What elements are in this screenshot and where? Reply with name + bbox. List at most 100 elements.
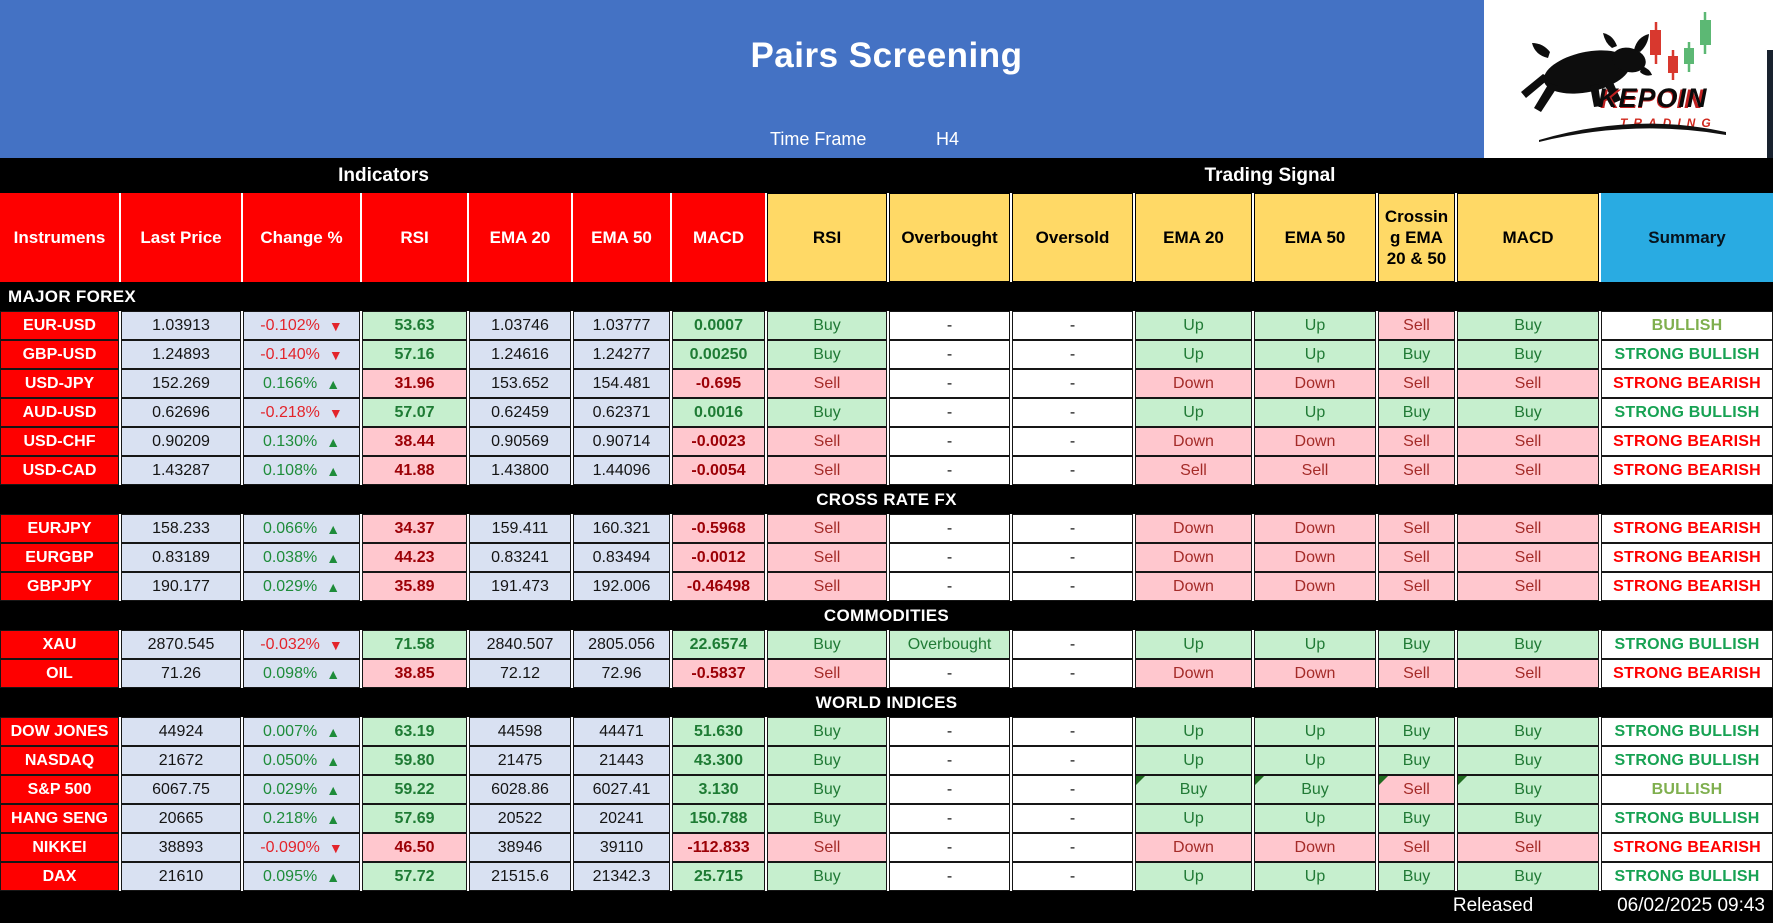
last-price-cell: 1.24893 <box>121 340 241 369</box>
signal-ema50: Up <box>1254 717 1376 746</box>
macd-value-cell: -0.5837 <box>672 659 765 688</box>
last-price-cell: 158.233 <box>121 514 241 543</box>
ema20-value-cell: 21475 <box>469 746 571 775</box>
signal-ema50: Down <box>1254 543 1376 572</box>
signal-overbought: - <box>889 456 1010 485</box>
signal-oversold: - <box>1012 833 1133 862</box>
ema50-value-cell: 21443 <box>573 746 670 775</box>
up-arrow-icon: ▲ <box>326 520 341 537</box>
window-edge-strip <box>1767 50 1773 158</box>
ema50-value-cell: 6027.41 <box>573 775 670 804</box>
column-header: Crossing EMA 20 & 50 <box>1378 193 1455 282</box>
ema50-value-cell: 192.006 <box>573 572 670 601</box>
ema20-value-cell: 1.43800 <box>469 456 571 485</box>
change-value: -0.218% <box>260 403 320 421</box>
signal-overbought: - <box>889 717 1010 746</box>
change-value: -0.090% <box>260 838 320 856</box>
ema50-value-cell: 44471 <box>573 717 670 746</box>
signal-crossing-ema: Buy <box>1378 804 1455 833</box>
change-cell: 0.108% ▲ <box>243 456 360 485</box>
change-value: 0.218% <box>262 809 318 827</box>
rsi-value-cell: 59.80 <box>362 746 467 775</box>
up-arrow-icon: ▲ <box>326 781 341 798</box>
screener-table: Instrumens Last Price Change % RSI EMA 20 EMA… <box>0 193 1773 891</box>
signal-ema20: Buy <box>1135 775 1252 804</box>
signal-crossing-ema: Sell <box>1378 456 1455 485</box>
signal-rsi: Sell <box>767 659 887 688</box>
change-cell: 0.095% ▲ <box>243 862 360 891</box>
signal-crossing-ema: Sell <box>1378 543 1455 572</box>
ema50-value-cell: 1.44096 <box>573 456 670 485</box>
ema50-value-cell: 160.321 <box>573 514 670 543</box>
rsi-value-cell: 46.50 <box>362 833 467 862</box>
instrument-cell: GBP-USD <box>0 340 119 369</box>
ema50-value-cell: 21342.3 <box>573 862 670 891</box>
summary-cell: STRONG BEARISH <box>1601 833 1773 862</box>
page-title: Pairs Screening <box>750 36 1023 75</box>
signal-overbought: - <box>889 572 1010 601</box>
up-arrow-icon: ▲ <box>326 665 341 682</box>
signal-ema50: Down <box>1254 427 1376 456</box>
signal-crossing-ema: Sell <box>1378 369 1455 398</box>
signal-ema20: Up <box>1135 630 1252 659</box>
instrument-cell: USD-CAD <box>0 456 119 485</box>
rsi-value-cell: 57.16 <box>362 340 467 369</box>
summary-cell: STRONG BEARISH <box>1601 369 1773 398</box>
signal-rsi: Buy <box>767 862 887 891</box>
signal-rsi: Sell <box>767 543 887 572</box>
signal-ema20: Down <box>1135 659 1252 688</box>
signal-overbought: - <box>889 659 1010 688</box>
ema50-value-cell: 20241 <box>573 804 670 833</box>
signal-macd: Sell <box>1457 456 1599 485</box>
signal-oversold: - <box>1012 340 1133 369</box>
column-header: Oversold <box>1012 193 1133 282</box>
ema50-value-cell: 1.24277 <box>573 340 670 369</box>
candlestick-icon <box>1650 12 1711 80</box>
ema50-value-cell: 72.96 <box>573 659 670 688</box>
change-value: 0.130% <box>262 432 318 450</box>
signal-oversold: - <box>1012 572 1133 601</box>
change-value: 0.108% <box>262 461 318 479</box>
signal-ema20: Down <box>1135 833 1252 862</box>
macd-value-cell: -0.46498 <box>672 572 765 601</box>
ema50-value-cell: 0.90714 <box>573 427 670 456</box>
signal-ema20: Down <box>1135 543 1252 572</box>
last-price-cell: 21610 <box>121 862 241 891</box>
change-cell: -0.218% ▼ <box>243 398 360 427</box>
signal-rsi: Sell <box>767 572 887 601</box>
column-header: EMA 20 <box>1135 193 1252 282</box>
ema50-value-cell: 39110 <box>573 833 670 862</box>
ema50-value-cell: 2805.056 <box>573 630 670 659</box>
signal-macd: Buy <box>1457 630 1599 659</box>
last-price-cell: 1.03913 <box>121 311 241 340</box>
summary-cell: STRONG BULLISH <box>1601 746 1773 775</box>
last-price-cell: 1.43287 <box>121 456 241 485</box>
change-value: 0.038% <box>262 548 318 566</box>
summary-cell: STRONG BULLISH <box>1601 398 1773 427</box>
signal-macd: Buy <box>1457 717 1599 746</box>
signal-ema20: Up <box>1135 340 1252 369</box>
header-banner: Pairs Screening Time Frame H4 <box>0 0 1773 158</box>
signal-ema50: Down <box>1254 369 1376 398</box>
rsi-value-cell: 71.58 <box>362 630 467 659</box>
change-cell: -0.032% ▼ <box>243 630 360 659</box>
instrument-cell: NIKKEI <box>0 833 119 862</box>
signal-overbought: Overbought <box>889 630 1010 659</box>
ema20-value-cell: 191.473 <box>469 572 571 601</box>
macd-value-cell: -0.5968 <box>672 514 765 543</box>
signal-macd: Buy <box>1457 311 1599 340</box>
change-value: -0.102% <box>260 316 320 334</box>
last-price-cell: 44924 <box>121 717 241 746</box>
signal-overbought: - <box>889 543 1010 572</box>
last-price-cell: 2870.545 <box>121 630 241 659</box>
change-value: 0.095% <box>262 867 318 885</box>
macd-value-cell: 51.630 <box>672 717 765 746</box>
signal-crossing-ema: Buy <box>1378 398 1455 427</box>
ema20-value-cell: 72.12 <box>469 659 571 688</box>
instrument-cell: HANG SENG <box>0 804 119 833</box>
change-cell: -0.140% ▼ <box>243 340 360 369</box>
signal-macd: Buy <box>1457 804 1599 833</box>
signal-macd: Sell <box>1457 659 1599 688</box>
change-value: 0.029% <box>262 780 318 798</box>
signal-ema20: Up <box>1135 717 1252 746</box>
